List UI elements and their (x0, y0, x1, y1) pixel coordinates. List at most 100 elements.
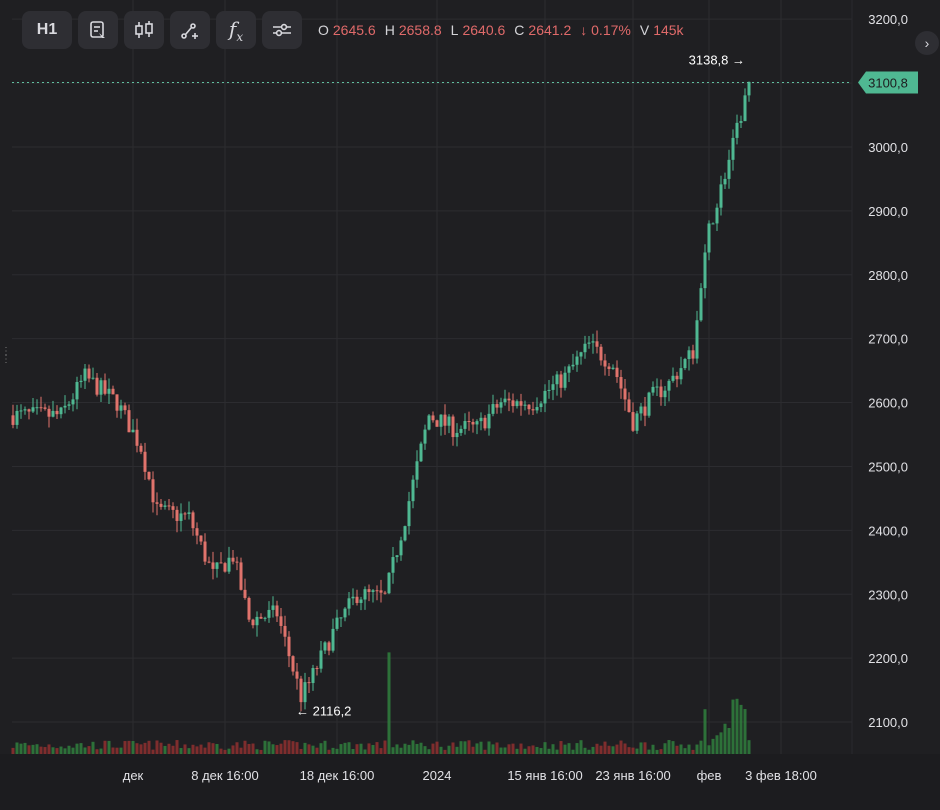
volume-bar (383, 740, 387, 754)
volume-bar (415, 743, 419, 754)
volume-bar (711, 738, 715, 754)
volume-bar (327, 749, 331, 754)
candle-body (707, 223, 711, 253)
candle-body (219, 562, 223, 564)
volume-bar (391, 747, 395, 754)
candle-body (299, 678, 303, 703)
candle-body (743, 95, 747, 122)
candle-body (475, 421, 479, 425)
volume-bar (283, 740, 287, 754)
candle-body (431, 415, 435, 421)
settings-button[interactable] (262, 11, 302, 49)
volume-bar (551, 744, 555, 754)
volume-bar (55, 748, 59, 754)
candle-body (679, 368, 683, 380)
candle-body (51, 410, 55, 417)
volume-bar (511, 743, 515, 754)
candle-body (687, 350, 691, 360)
volume-bar (515, 748, 519, 754)
candle-body (367, 589, 371, 592)
volume-bar (363, 749, 367, 754)
candle-body (487, 413, 491, 429)
candle-body (319, 650, 323, 669)
current-price-label: 3100,8 (868, 76, 908, 91)
candle-body (99, 380, 103, 395)
volume-bar (167, 743, 171, 754)
candle-body (403, 526, 407, 541)
volume-bar (623, 743, 627, 754)
volume-bar (423, 746, 427, 754)
candle-body (263, 617, 267, 619)
volume-bar (351, 748, 355, 754)
candle-body (747, 81, 751, 96)
volume-bar (667, 740, 671, 754)
time-axis[interactable] (0, 754, 940, 810)
indicators-button[interactable]: fx (216, 11, 256, 49)
candle-body (647, 392, 651, 416)
candle-body (271, 605, 275, 610)
candle-body (567, 366, 571, 373)
volume-bar (107, 740, 111, 754)
volume-bar (219, 748, 223, 754)
volume-bar (231, 745, 235, 754)
volume-bar (431, 743, 435, 754)
volume-bar (239, 747, 243, 754)
candle-body (619, 377, 623, 389)
volume-bar (187, 748, 191, 754)
volume-bar (419, 742, 423, 754)
candle-body (555, 374, 559, 385)
resize-handle[interactable]: ⋮ ⋮ (1, 346, 11, 365)
candle-body (643, 406, 647, 416)
volume-bar (475, 743, 479, 754)
candle-body (203, 541, 207, 562)
candle-body (267, 609, 271, 618)
candle-body (583, 343, 587, 353)
volume-bar (687, 744, 691, 754)
volume-bar (135, 743, 139, 754)
candle-body (331, 628, 335, 651)
volume-bar (119, 747, 123, 754)
candle-body (611, 367, 615, 369)
candle-body (243, 589, 247, 598)
candle-body (335, 617, 339, 629)
volume-bar (47, 744, 51, 754)
collapse-panel-button[interactable]: › (915, 31, 939, 55)
volume-bar (527, 746, 531, 754)
candle-body (167, 505, 171, 507)
volume-bar (679, 744, 683, 754)
candle-body (135, 429, 139, 446)
x-tick-label: 18 дек 16:00 (300, 768, 375, 783)
volume-bar (735, 698, 739, 754)
candle-body (71, 399, 75, 405)
volume-bar (251, 743, 255, 754)
candle-body (295, 671, 299, 679)
candle-body (143, 451, 147, 472)
candle-body (83, 368, 87, 381)
volume-bar (615, 744, 619, 754)
volume-bar (435, 741, 439, 754)
candle-body (207, 561, 211, 563)
volume-bar (495, 742, 499, 754)
drawing-tools-button[interactable] (170, 11, 210, 49)
volume-bar (19, 743, 23, 754)
notes-button[interactable] (78, 11, 118, 49)
interval-button[interactable]: H1 (22, 11, 72, 49)
candle-body (439, 414, 443, 427)
candle-body (175, 509, 179, 521)
candle-body (343, 608, 347, 618)
volume-bar (627, 747, 631, 754)
candle-body (275, 605, 279, 617)
draw-icon (181, 23, 198, 39)
candle-body (223, 563, 227, 572)
chart-type-button[interactable] (124, 11, 164, 49)
volume-bar (707, 745, 711, 754)
interval-label: H1 (36, 21, 58, 38)
candle-body (471, 421, 475, 425)
candle-body (515, 401, 519, 407)
volume-bar (671, 741, 675, 754)
volume-bar (255, 749, 259, 754)
volume-bar (147, 740, 151, 754)
volume-bar (227, 748, 231, 754)
candles-icon (135, 21, 153, 38)
